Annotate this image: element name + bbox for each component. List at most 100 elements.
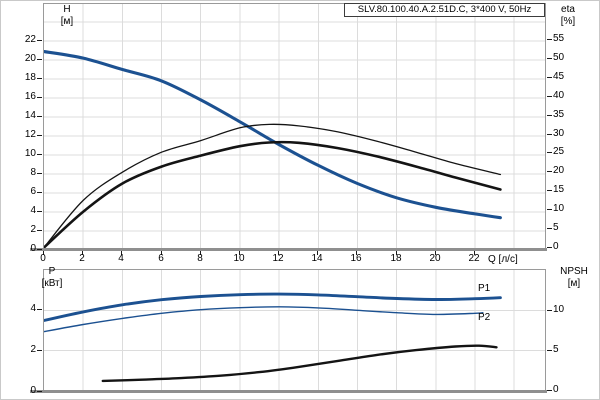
q-axis-tick — [200, 251, 201, 255]
right-axis-tick — [547, 350, 552, 351]
q-axis-tick-label: 14 — [311, 253, 323, 264]
npsh-axis-symbol: NPSH — [560, 266, 588, 277]
q-axis-tick-label: 10 — [233, 253, 245, 264]
q-axis-tick — [161, 251, 162, 255]
q-axis-tick-label: 2 — [79, 253, 85, 264]
right-axis-tick — [547, 152, 552, 153]
right-axis-tick — [547, 171, 552, 172]
q-axis-tick-label: 16 — [350, 253, 362, 264]
power-npsh-plot — [43, 269, 546, 391]
h-axis-title: H [м] — [49, 4, 85, 28]
left-axis-tick — [37, 116, 42, 117]
left-axis-tick — [37, 97, 42, 98]
right-axis-tick-label: 50 — [553, 52, 565, 63]
eta-axis-title: eta [%] — [546, 4, 590, 28]
q-axis-tick-label: 12 — [272, 253, 284, 264]
left-axis-tick — [37, 391, 42, 392]
left-axis-tick-label: 6 — [30, 186, 36, 197]
curve-eta-thick — [44, 140, 502, 248]
power-x-axis-line — [30, 390, 547, 393]
right-axis-tick — [547, 39, 552, 40]
right-axis-tick-label: 15 — [553, 184, 565, 195]
left-axis-tick — [37, 154, 42, 155]
left-axis-tick-label: 14 — [24, 110, 36, 121]
right-axis-tick-label: 5 — [553, 222, 559, 233]
npsh-axis-unit: [м] — [567, 278, 581, 289]
right-axis-tick-label: 30 — [553, 128, 565, 139]
curve-npsh — [101, 344, 498, 383]
left-axis-tick-label: 16 — [24, 91, 36, 102]
right-axis-tick — [547, 228, 552, 229]
right-axis-tick-label: 10 — [553, 304, 565, 315]
p1-series-label: P1 — [478, 283, 491, 294]
q-axis-tick-label: 4 — [118, 253, 124, 264]
hq-efficiency-plot — [43, 3, 546, 249]
h-axis-unit: [м] — [60, 16, 74, 27]
right-axis-tick-label: 5 — [553, 344, 559, 355]
left-axis-tick-label: 22 — [24, 34, 36, 45]
q-axis-tick-label: 18 — [390, 253, 402, 264]
left-axis-tick — [37, 230, 42, 231]
left-axis-tick-label: 18 — [24, 72, 36, 83]
q-axis-tick — [278, 251, 279, 255]
left-axis-tick — [37, 350, 42, 351]
left-axis-tick — [37, 173, 42, 174]
left-axis-tick — [37, 40, 42, 41]
right-axis-tick-label: 40 — [553, 90, 565, 101]
left-axis-tick-label: 2 — [30, 224, 36, 235]
left-axis-tick-label: 4 — [30, 205, 36, 216]
hq-plot-canvas — [44, 4, 545, 248]
eta-axis-symbol: eta — [561, 4, 575, 15]
q-axis-tick-label: 22 — [468, 253, 480, 264]
q-axis-tick-label: 20 — [429, 253, 441, 264]
right-axis-tick — [547, 58, 552, 59]
right-axis-tick-label: 55 — [553, 33, 565, 44]
q-axis-tick-label: 0 — [40, 253, 46, 264]
left-axis-tick — [37, 211, 42, 212]
hq-x-axis-line — [30, 248, 547, 251]
right-axis-tick-label: 35 — [553, 109, 565, 120]
left-axis-tick-label: 0 — [30, 243, 36, 254]
left-axis-tick — [37, 309, 42, 310]
pump-model-title: SLV.80.100.40.A.2.51D.C, 3*400 V, 50Hz — [344, 3, 545, 17]
right-axis-tick — [547, 190, 552, 191]
left-axis-tick — [37, 249, 42, 250]
right-axis-tick — [547, 77, 552, 78]
q-axis-tick — [82, 251, 83, 255]
right-axis-tick-label: 0 — [553, 241, 559, 252]
q-axis-tick-label: 6 — [158, 253, 164, 264]
left-axis-tick-label: 0 — [30, 385, 36, 396]
right-axis-tick — [547, 209, 552, 210]
left-axis-tick — [37, 59, 42, 60]
p2-series-label: P2 — [478, 312, 491, 323]
right-axis-tick — [547, 115, 552, 116]
power-plot-canvas — [44, 270, 545, 390]
npsh-axis-title: NPSH [м] — [550, 266, 598, 290]
left-axis-tick-label: 12 — [24, 129, 36, 140]
left-axis-tick-label: 2 — [30, 344, 36, 355]
left-axis-tick-label: 8 — [30, 167, 36, 178]
right-axis-tick — [547, 247, 552, 248]
q-axis-tick — [43, 251, 44, 255]
left-axis-tick — [37, 78, 42, 79]
p-axis-title: P [кВт] — [31, 266, 73, 290]
right-axis-tick-label: 20 — [553, 165, 565, 176]
curve-p2 — [44, 306, 484, 333]
q-axis-tick-label: 8 — [197, 253, 203, 264]
q-axis-tick — [317, 251, 318, 255]
q-axis-tick — [396, 251, 397, 255]
curve-eta-thin — [44, 123, 502, 248]
p-axis-symbol: P — [48, 266, 56, 277]
left-axis-tick-label: 4 — [30, 303, 36, 314]
right-axis-tick-label: 0 — [553, 384, 559, 395]
curve-p1 — [44, 292, 502, 322]
right-axis-tick — [547, 96, 552, 97]
q-axis-title: Q [л/с] — [488, 254, 518, 265]
right-axis-tick — [547, 134, 552, 135]
right-axis-tick-label: 25 — [553, 146, 565, 157]
q-axis-tick — [474, 251, 475, 255]
eta-axis-unit: [%] — [560, 16, 576, 27]
left-axis-tick — [37, 135, 42, 136]
right-axis-tick — [547, 310, 552, 311]
